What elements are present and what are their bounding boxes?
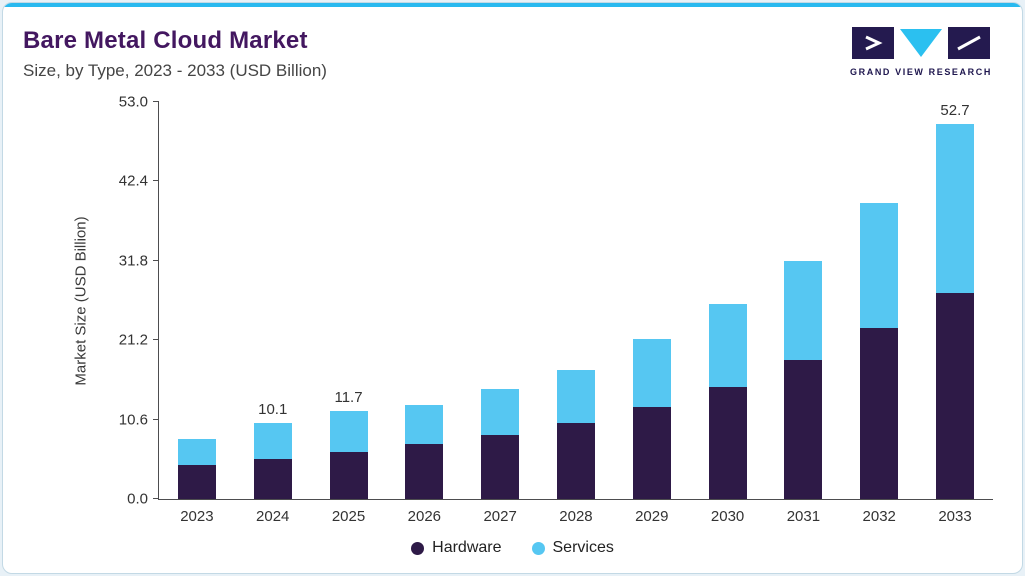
bar-segment-services bbox=[405, 405, 444, 445]
bar-segment-services bbox=[556, 370, 595, 423]
bar-segment-hardware bbox=[481, 434, 520, 499]
bar-value-label: 10.1 bbox=[258, 401, 288, 419]
bar-segment-services bbox=[481, 388, 520, 435]
bar-segment-hardware bbox=[708, 386, 747, 499]
bar-segment-services bbox=[329, 411, 368, 452]
y-tick-mark bbox=[153, 498, 159, 499]
bar-segment-services bbox=[708, 304, 747, 387]
x-axis-label: 2026 bbox=[407, 508, 442, 525]
y-tick-label: 21.2 bbox=[118, 331, 148, 349]
bar-segment-services bbox=[177, 439, 216, 466]
x-axis-label: 2033 bbox=[938, 508, 972, 525]
bar-group: 2032 bbox=[841, 102, 917, 525]
x-axis-label: 2030 bbox=[710, 508, 745, 525]
bar-group: 2028 bbox=[538, 102, 614, 525]
x-axis-label: 2027 bbox=[483, 508, 517, 525]
gvr-logo: GRAND VIEW RESEARCH bbox=[846, 27, 996, 77]
y-tick-mark bbox=[153, 101, 159, 102]
bar-segment-services bbox=[784, 260, 823, 361]
page-title: Bare Metal Cloud Market bbox=[23, 27, 308, 54]
bar-segment-hardware bbox=[632, 406, 671, 499]
bar-segment-hardware bbox=[936, 292, 975, 499]
bar-value-label: 52.7 bbox=[940, 102, 970, 119]
bar-group: 2026 bbox=[386, 102, 462, 525]
bar-group: 2029 bbox=[614, 102, 690, 525]
legend-item-services: Services bbox=[531, 539, 614, 557]
legend: Hardware Services bbox=[3, 539, 1022, 557]
y-tick-label: 42.4 bbox=[118, 172, 148, 190]
bar-group: 2031 bbox=[766, 102, 842, 525]
bar-value-label: 11.7 bbox=[334, 389, 363, 407]
y-tick-label: 10.6 bbox=[118, 411, 148, 429]
bar-segment-services bbox=[632, 339, 671, 407]
bar-series: 2023 10.1 2024 11.7 2025 2026 2027 2028 2029 2030… bbox=[159, 102, 993, 525]
y-tick-label: 31.8 bbox=[118, 252, 148, 270]
y-tick-mark bbox=[153, 418, 159, 420]
legend-label: Services bbox=[552, 539, 614, 556]
bar-segment-hardware bbox=[405, 444, 444, 499]
legend-label: Hardware bbox=[432, 539, 502, 556]
y-tick-label: 53.0 bbox=[118, 93, 148, 111]
bar-segment-hardware bbox=[784, 360, 823, 499]
page-subtitle: Size, by Type, 2023 - 2033 (USD Billion) bbox=[23, 61, 327, 80]
bar-segment-services bbox=[253, 423, 292, 459]
x-axis-label: 2029 bbox=[635, 508, 669, 525]
bar-group: 2023 bbox=[159, 102, 235, 525]
bar-group: 2030 bbox=[690, 102, 766, 525]
y-axis-title: Market Size (USD Billion) bbox=[72, 216, 90, 386]
bar-segment-services bbox=[936, 124, 975, 293]
bar-segment-hardware bbox=[253, 458, 292, 499]
legend-item-hardware: Hardware bbox=[411, 539, 502, 557]
y-tick-mark bbox=[153, 180, 159, 182]
bar-segment-hardware bbox=[329, 451, 368, 499]
top-accent-bar bbox=[3, 3, 1022, 7]
bar-group: 11.7 2025 bbox=[311, 102, 387, 525]
y-tick-mark bbox=[153, 339, 159, 341]
legend-dot bbox=[411, 541, 425, 555]
x-axis-label: 2023 bbox=[180, 508, 214, 525]
bar-segment-hardware bbox=[556, 422, 595, 499]
bar-segment-hardware bbox=[177, 465, 216, 499]
y-tick-label: 0.0 bbox=[127, 490, 148, 508]
bar-segment-services bbox=[860, 203, 899, 329]
bar-group: 52.7 2033 bbox=[917, 102, 993, 525]
x-axis-label: 2025 bbox=[331, 508, 366, 525]
gvr-logo-text: GRAND VIEW RESEARCH bbox=[850, 67, 992, 77]
gvr-logo-mark-icon bbox=[852, 27, 990, 59]
x-axis-label: 2031 bbox=[786, 508, 821, 525]
legend-dot bbox=[531, 541, 545, 555]
y-tick-mark bbox=[153, 259, 159, 261]
x-axis-label: 2032 bbox=[862, 508, 896, 525]
bar-group: 2027 bbox=[462, 102, 538, 525]
plot-area: 0.0 10.6 21.2 31.8 42.4 53.0 2023 10.1 2024 11.7 2… bbox=[119, 94, 993, 525]
bar-segment-hardware bbox=[860, 328, 899, 499]
bar-group: 10.1 2024 bbox=[235, 102, 311, 525]
x-axis-label: 2024 bbox=[256, 508, 290, 525]
x-axis-label: 2028 bbox=[559, 508, 593, 525]
